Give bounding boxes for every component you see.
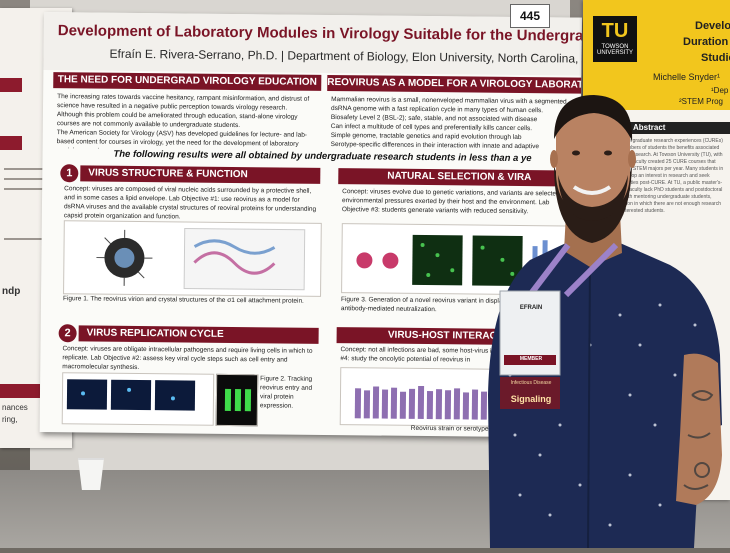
right-poster-title-1: Developme bbox=[695, 20, 730, 32]
text-line bbox=[4, 238, 44, 240]
left-poster-bar bbox=[0, 136, 22, 150]
presenter-figure bbox=[470, 95, 730, 548]
section-1-text: Concept: viruses are composed of viral n… bbox=[64, 184, 320, 223]
right-poster-affil-1: ¹Dep bbox=[711, 86, 728, 95]
poster-number-tag: 445 bbox=[510, 4, 550, 28]
figure-4-bar bbox=[391, 388, 397, 419]
section-number-2: 2 bbox=[59, 324, 77, 342]
presenter-person bbox=[470, 95, 730, 548]
figure-2-caption: Figure 2. Tracking reovirus entry and vi… bbox=[260, 374, 321, 425]
left-poster-text: nances bbox=[2, 403, 28, 412]
figure-1-caption: Figure 1. The reovirus virion and crysta… bbox=[63, 294, 319, 325]
figure-4-bar bbox=[436, 389, 442, 419]
figure-4-bar bbox=[355, 388, 361, 418]
right-poster-title-3: Studie bbox=[701, 52, 730, 64]
left-poster-bar bbox=[0, 78, 22, 92]
figure-4-bar bbox=[463, 392, 469, 419]
figure-2b-art bbox=[217, 375, 258, 425]
figure-4-bar bbox=[373, 386, 379, 418]
figure-4-bar bbox=[409, 389, 415, 419]
section-2-text: Concept: viruses are obligate intracellu… bbox=[62, 344, 318, 373]
section-head-reovirus: REOVIRUS AS A MODEL FOR A VIROLOGY LABOR… bbox=[327, 75, 581, 94]
left-poster-text: ndp bbox=[2, 286, 20, 297]
figure-4-bar bbox=[400, 392, 406, 419]
need-text: The increasing rates towards vaccine hes… bbox=[57, 92, 320, 151]
badge-ribbon-sub: Infectious Disease bbox=[503, 380, 559, 386]
left-poster-text: ring, bbox=[2, 415, 18, 424]
figure-4-bar bbox=[445, 390, 451, 419]
right-poster-author: Michelle Snyder¹ bbox=[653, 72, 720, 82]
paper-cup bbox=[78, 458, 104, 490]
figure-2a-art bbox=[63, 373, 214, 425]
figure-2a bbox=[62, 372, 215, 426]
figure-4-bar bbox=[382, 390, 388, 419]
figure-4-bar bbox=[427, 391, 433, 419]
figure-2b bbox=[216, 374, 259, 426]
section-head-need: THE NEED FOR UNDERGRAD VIROLOGY EDUCATIO… bbox=[53, 72, 321, 91]
figure-1-art bbox=[64, 221, 321, 296]
section-head-structure: VIRUS STRUCTURE & FUNCTION bbox=[80, 165, 320, 184]
badge-name: EFRAIN bbox=[503, 305, 559, 311]
figure-4-bar bbox=[364, 390, 370, 418]
badge-role: MEMBER bbox=[503, 356, 559, 362]
need-point-3: The American Society for Virology (ASV) … bbox=[57, 128, 319, 151]
figure-1 bbox=[63, 220, 322, 297]
left-poster-bar bbox=[0, 384, 40, 398]
poster-title-band bbox=[43, 12, 582, 76]
figure-4-bar bbox=[418, 386, 424, 419]
section-head-replication: VIRUS REPLICATION CYCLE bbox=[79, 325, 319, 344]
section-number-1: 1 bbox=[60, 164, 78, 182]
badge-ribbon: Signaling bbox=[503, 394, 559, 404]
figure-4-bar bbox=[454, 388, 460, 419]
right-poster-title-2: Duration High bbox=[683, 36, 730, 48]
university-logo-text: TOWSON UNIVERSITY bbox=[593, 44, 637, 56]
